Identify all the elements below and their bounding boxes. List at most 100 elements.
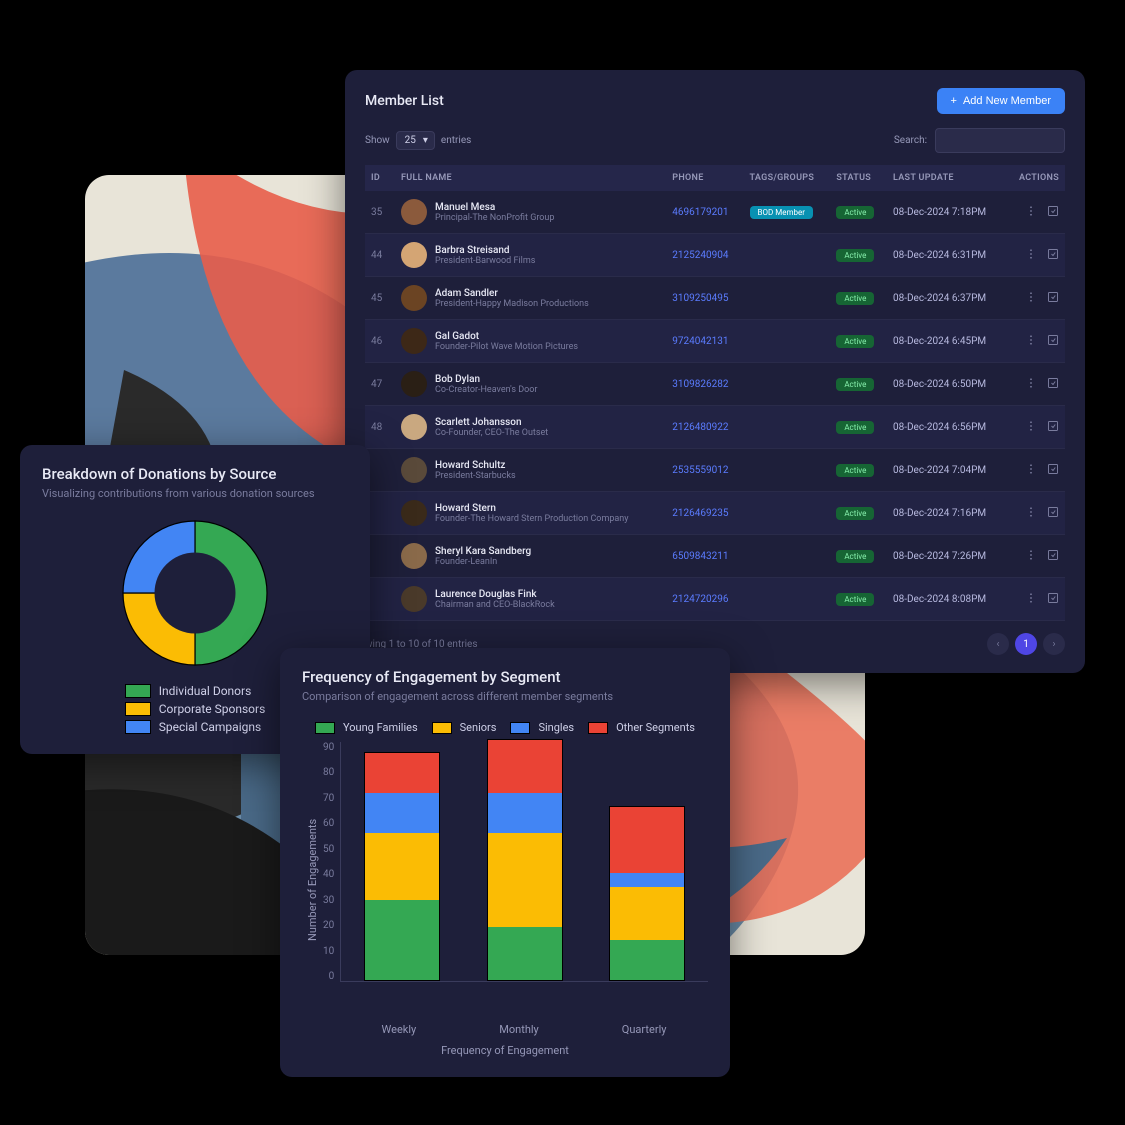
table-row[interactable]: Laurence Douglas Fink Chairman and CEO-B… bbox=[365, 578, 1065, 621]
legend-item: Individual Donors bbox=[125, 684, 266, 698]
avatar bbox=[401, 371, 427, 397]
legend-label: Other Segments bbox=[616, 721, 695, 734]
more-icon[interactable] bbox=[1025, 334, 1037, 346]
avatar bbox=[401, 414, 427, 440]
member-name: Howard Schultz bbox=[435, 460, 516, 471]
table-row[interactable]: 45 Adam Sandler President-Happy Madison … bbox=[365, 277, 1065, 320]
phone-link[interactable]: 2535559012 bbox=[672, 465, 728, 476]
table-row[interactable]: 47 Bob Dylan Co-Creator-Heaven's Door 31… bbox=[365, 363, 1065, 406]
engagement-bar-panel: Frequency of Engagement by Segment Compa… bbox=[280, 648, 730, 1077]
entries-select[interactable]: 25 bbox=[396, 131, 435, 150]
bar-segment bbox=[610, 807, 684, 874]
column-header[interactable]: ID bbox=[365, 165, 395, 191]
bar-segment bbox=[488, 833, 562, 926]
status-badge: Active bbox=[836, 378, 874, 391]
status-badge: Active bbox=[836, 421, 874, 434]
more-icon[interactable] bbox=[1025, 592, 1037, 604]
y-tick: 50 bbox=[323, 844, 334, 855]
edit-icon[interactable] bbox=[1047, 506, 1059, 518]
phone-link[interactable]: 9724042131 bbox=[672, 336, 728, 347]
column-header[interactable]: FULL NAME bbox=[395, 165, 666, 191]
table-row[interactable]: Howard Schultz President-Starbucks 25355… bbox=[365, 449, 1065, 492]
member-subtitle: Founder-LeanIn bbox=[435, 557, 531, 567]
last-update: 08-Dec-2024 7:16PM bbox=[887, 492, 1006, 535]
more-icon[interactable] bbox=[1025, 463, 1037, 475]
bar-subtitle: Comparison of engagement across differen… bbox=[302, 690, 708, 703]
member-list-title: Member List bbox=[365, 93, 444, 109]
entries-control: Show 25 entries bbox=[365, 131, 471, 150]
edit-icon[interactable] bbox=[1047, 420, 1059, 432]
status-badge: Active bbox=[836, 507, 874, 520]
more-icon[interactable] bbox=[1025, 205, 1037, 217]
column-header[interactable]: ACTIONS bbox=[1006, 165, 1065, 191]
more-icon[interactable] bbox=[1025, 248, 1037, 260]
phone-link[interactable]: 4696179201 bbox=[672, 207, 728, 218]
x-tick-label: Monthly bbox=[499, 1023, 539, 1036]
bar-segment bbox=[488, 793, 562, 833]
donut-legend: Individual DonorsCorporate SponsorsSpeci… bbox=[125, 684, 266, 734]
last-update: 08-Dec-2024 8:08PM bbox=[887, 578, 1006, 621]
y-tick: 20 bbox=[323, 920, 334, 931]
edit-icon[interactable] bbox=[1047, 248, 1059, 260]
legend-swatch bbox=[125, 684, 151, 698]
edit-icon[interactable] bbox=[1047, 592, 1059, 604]
member-subtitle: Founder-Pilot Wave Motion Pictures bbox=[435, 342, 578, 352]
edit-icon[interactable] bbox=[1047, 377, 1059, 389]
table-row[interactable]: Sheryl Kara Sandberg Founder-LeanIn 6509… bbox=[365, 535, 1065, 578]
page-prev-button[interactable]: ‹ bbox=[987, 633, 1009, 655]
status-badge: Active bbox=[836, 292, 874, 305]
plus-icon: + bbox=[951, 95, 957, 107]
member-subtitle: President-Barwood Films bbox=[435, 256, 535, 266]
y-tick: 40 bbox=[323, 869, 334, 880]
legend-swatch bbox=[588, 722, 608, 734]
last-update: 08-Dec-2024 6:31PM bbox=[887, 234, 1006, 277]
tag-badge: BOD Member bbox=[750, 206, 813, 219]
edit-icon[interactable] bbox=[1047, 334, 1059, 346]
y-tick: 30 bbox=[323, 895, 334, 906]
phone-link[interactable]: 2126480922 bbox=[672, 422, 728, 433]
legend-item: Young Families bbox=[315, 721, 418, 734]
phone-link[interactable]: 2125240904 bbox=[672, 250, 728, 261]
y-tick: 10 bbox=[323, 946, 334, 957]
column-header[interactable]: STATUS bbox=[830, 165, 887, 191]
search-input[interactable] bbox=[935, 128, 1065, 153]
table-row[interactable]: Howard Stern Founder-The Howard Stern Pr… bbox=[365, 492, 1065, 535]
column-header[interactable]: PHONE bbox=[666, 165, 743, 191]
phone-link[interactable]: 6509843211 bbox=[672, 551, 728, 562]
last-update: 08-Dec-2024 7:18PM bbox=[887, 191, 1006, 234]
column-header[interactable]: LAST UPDATE bbox=[887, 165, 1006, 191]
more-icon[interactable] bbox=[1025, 420, 1037, 432]
phone-link[interactable]: 2126469235 bbox=[672, 508, 728, 519]
member-id: 35 bbox=[365, 191, 395, 234]
table-row[interactable]: 48 Scarlett Johansson Co-Founder, CEO-Th… bbox=[365, 406, 1065, 449]
edit-icon[interactable] bbox=[1047, 291, 1059, 303]
more-icon[interactable] bbox=[1025, 291, 1037, 303]
avatar bbox=[401, 242, 427, 268]
avatar bbox=[401, 457, 427, 483]
pagination: ‹ 1 › bbox=[987, 633, 1065, 655]
avatar bbox=[401, 543, 427, 569]
more-icon[interactable] bbox=[1025, 506, 1037, 518]
column-header[interactable]: TAGS/GROUPS bbox=[744, 165, 831, 191]
member-subtitle: Founder-The Howard Stern Production Comp… bbox=[435, 514, 629, 524]
edit-icon[interactable] bbox=[1047, 463, 1059, 475]
status-badge: Active bbox=[836, 464, 874, 477]
member-name: Howard Stern bbox=[435, 503, 629, 514]
phone-link[interactable]: 3109250495 bbox=[672, 293, 728, 304]
bar-segment bbox=[488, 927, 562, 980]
member-id: 45 bbox=[365, 277, 395, 320]
more-icon[interactable] bbox=[1025, 377, 1037, 389]
edit-icon[interactable] bbox=[1047, 549, 1059, 561]
page-next-button[interactable]: › bbox=[1043, 633, 1065, 655]
member-subtitle: Chairman and CEO-BlackRock bbox=[435, 600, 555, 610]
table-row[interactable]: 44 Barbra Streisand President-Barwood Fi… bbox=[365, 234, 1065, 277]
table-row[interactable]: 46 Gal Gadot Founder-Pilot Wave Motion P… bbox=[365, 320, 1065, 363]
phone-link[interactable]: 2124720296 bbox=[672, 594, 728, 605]
edit-icon[interactable] bbox=[1047, 205, 1059, 217]
page-number-button[interactable]: 1 bbox=[1015, 633, 1037, 655]
bar-legend: Young FamiliesSeniorsSinglesOther Segmen… bbox=[302, 721, 708, 734]
phone-link[interactable]: 3109826282 bbox=[672, 379, 728, 390]
table-row[interactable]: 35 Manuel Mesa Principal-The NonProfit G… bbox=[365, 191, 1065, 234]
add-member-button[interactable]: + Add New Member bbox=[937, 88, 1065, 114]
more-icon[interactable] bbox=[1025, 549, 1037, 561]
